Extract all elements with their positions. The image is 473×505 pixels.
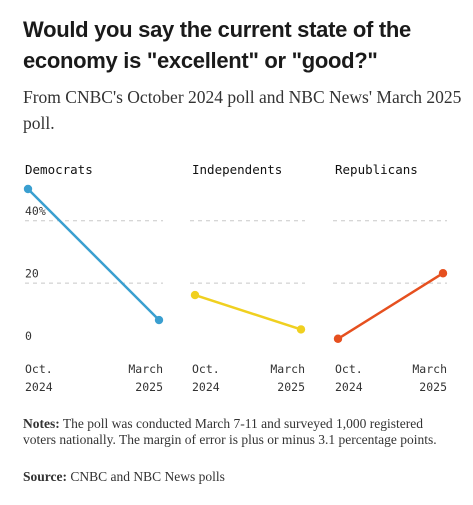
x-tick-label: 2025 — [135, 380, 163, 394]
notes-label: Notes: — [23, 416, 60, 431]
data-point — [438, 269, 448, 278]
x-tick-label: 2024 — [25, 380, 53, 394]
x-tick-label: Oct. — [25, 362, 53, 376]
notes-text: The poll was conducted March 7-11 and su… — [23, 416, 437, 447]
data-point — [154, 315, 164, 325]
x-tick-label: March — [270, 362, 305, 376]
series-line — [26, 187, 161, 322]
x-tick-label: 2024 — [335, 380, 363, 394]
panel-title: Democrats — [25, 162, 93, 177]
source-label: Source: — [23, 469, 67, 484]
chart-notes: Notes: The poll was conducted March 7-11… — [23, 416, 458, 448]
y-tick-label: 40% — [25, 204, 46, 218]
x-tick-label: March — [412, 362, 447, 376]
chart-title: Would you say the current state of the e… — [23, 17, 411, 73]
panel-title: Independents — [192, 162, 282, 177]
data-point — [190, 290, 200, 300]
chart-source: Source: CNBC and NBC News polls — [23, 469, 458, 485]
x-tick-label: 2025 — [277, 380, 305, 394]
panel-title: Republicans — [335, 162, 418, 177]
x-tick-label: 2024 — [192, 380, 220, 394]
series-line — [336, 271, 445, 341]
x-tick-label: 2025 — [419, 380, 447, 394]
x-tick-label: Oct. — [192, 362, 220, 376]
y-tick-label: 20 — [25, 267, 39, 281]
data-point — [333, 334, 343, 343]
y-tick-label: 0 — [25, 329, 32, 343]
x-tick-label: March — [128, 362, 163, 376]
chart-subtitle: From CNBC's October 2024 poll and NBC Ne… — [23, 87, 462, 133]
source-text: CNBC and NBC News polls — [70, 469, 225, 484]
series-line — [193, 293, 303, 331]
data-point — [23, 184, 33, 194]
x-tick-label: Oct. — [335, 362, 363, 376]
small-multiples-chart: 0 20 40% Democrats Oct. 2024 March 2025 Independ… — [23, 162, 448, 394]
data-point — [296, 325, 306, 334]
